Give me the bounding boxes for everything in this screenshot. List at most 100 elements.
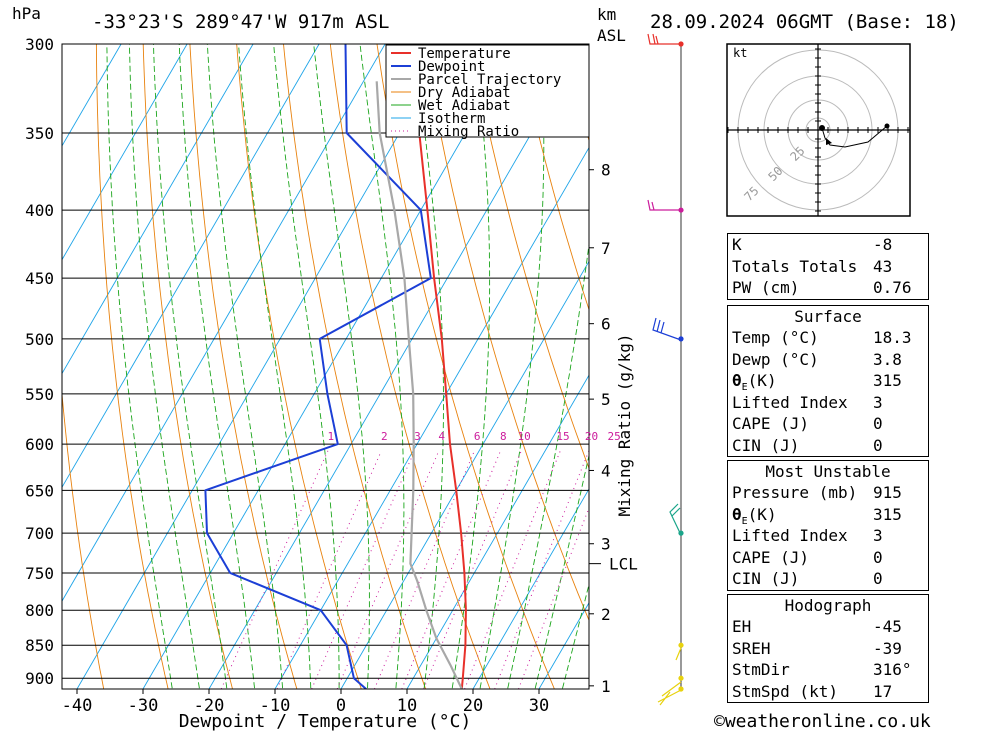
asl-unit: ASL: [597, 26, 626, 45]
plot-frame: [61, 43, 590, 690]
isotherm-line: [406, 374, 589, 689]
mixing-ratio-label: 2: [381, 430, 388, 443]
surface-theta-label: θE(K): [728, 370, 873, 393]
sreh-row: SREH -39: [728, 638, 928, 660]
stmspd-label: StmSpd (kt): [732, 681, 838, 701]
stmspd-value: 17: [873, 681, 893, 701]
wet-adiabat-line: [534, 453, 589, 689]
isotherm-line: [62, 44, 386, 602]
dry-adiabat-line: [423, 44, 589, 622]
km-tick-label: 6: [601, 315, 611, 334]
mu-theta-row: θE(K) 315: [728, 504, 928, 527]
sreh-value: -39: [873, 638, 902, 658]
km-unit: km: [597, 5, 616, 24]
dry-adiabat-line: [236, 44, 362, 689]
eh-value: -45: [873, 617, 902, 636]
isotherm-line: [274, 146, 589, 689]
legend-mixing-ratio: Mixing Ratio: [418, 124, 519, 140]
wind-barb-500: [652, 317, 682, 341]
x-tick-label: 20: [463, 696, 483, 716]
legend-dewpoint: Dewpoint: [418, 59, 485, 75]
surface-dewp-row: Dewp (°C) 3.8: [728, 349, 928, 371]
mu-pressure-value: 915: [873, 483, 902, 502]
mixing-ratio-label: 8: [500, 430, 507, 443]
x-tick-label: -30: [128, 696, 159, 716]
tt-row: Totals Totals 43: [728, 256, 928, 278]
axes: 1 2 3 4 6 8 10 15 20 2530035040045050055060065070…: [25, 35, 638, 716]
wind-barb-lower: [657, 647, 682, 706]
stmspd-row: StmSpd (kt) 17: [728, 681, 928, 703]
pressure-tick-label: 300: [25, 35, 54, 54]
k-label: K: [732, 235, 742, 254]
mixing-ratio-line: [494, 450, 589, 689]
mu-pressure-row: Pressure (mb) 915: [728, 482, 928, 504]
surface-li-value: 3: [873, 392, 883, 412]
mu-cape-row: CAPE (J) 0: [728, 547, 928, 569]
mu-li-row: Lifted Index 3: [728, 525, 928, 547]
mixing-ratio-label: 4: [438, 430, 445, 443]
x-tick-label: -20: [194, 696, 225, 716]
datetime-title: 28.09.2024 06GMT (Base: 18): [650, 11, 959, 33]
x-axis-label: Dewpoint / Temperature (°C): [179, 711, 472, 732]
dry-adiabat-line: [62, 389, 105, 689]
hodograph-kt: kt: [733, 46, 747, 60]
wind-profile: [647, 33, 684, 706]
hodograph-point: [819, 125, 825, 131]
wet-adiabat-line: [178, 44, 256, 689]
surface-temp-row: Temp (°C) 18.3: [728, 327, 928, 349]
series-dewpoint: [204, 44, 432, 689]
wet-adiabat-line: [479, 44, 545, 689]
km-tick-label: 1: [601, 677, 611, 696]
mu-cin-row: CIN (J) 0: [728, 568, 928, 590]
series-parcel-trajectory: [375, 81, 463, 689]
surface-cape-value: 0: [873, 414, 883, 433]
pw-value: 0.76: [873, 278, 912, 297]
wet-adiabat-line: [206, 44, 284, 689]
mu-li-value: 3: [873, 526, 883, 545]
pw-label: PW (cm): [732, 278, 800, 297]
lcl-label: LCL: [609, 555, 638, 574]
hpa-unit: hPa: [12, 4, 41, 23]
eh-label: EH: [732, 617, 752, 636]
surface-cape-row: CAPE (J) 0: [728, 413, 928, 435]
sreh-label: SREH: [732, 638, 771, 658]
x-tick-label: -40: [62, 696, 93, 716]
dry-adiabat-line: [470, 44, 589, 470]
hodograph-trace: [821, 125, 888, 148]
stmdir-value: 316°: [873, 660, 912, 679]
hodograph: kt 25 50 75: [726, 43, 911, 217]
surface-cin-row: CIN (J) 0: [728, 435, 928, 457]
hodo-title: Hodograph: [784, 596, 872, 615]
surface-temp-label: Temp (°C): [732, 328, 819, 347]
pressure-tick-label: 400: [25, 201, 54, 220]
mu-theta-symbol: θ: [732, 504, 742, 524]
dry-adiabat-line: [142, 44, 233, 689]
legend-wet-adiabat: Wet Adiabat: [418, 98, 511, 114]
legend: Temperature Dewpoint Parcel Trajectory D…: [385, 44, 590, 140]
mu-theta-unit: (K): [747, 504, 777, 524]
surface-theta-unit: (K): [747, 371, 777, 390]
mixing-ratio-line: [423, 450, 522, 689]
isotherm-line: [142, 44, 518, 689]
wet-adiabat-line: [106, 44, 173, 689]
mixing-ratio-line: [518, 506, 589, 689]
x-tick-label: -10: [260, 696, 291, 716]
surface-theta-row: θE(K) 315: [728, 370, 928, 393]
wind-dot: [678, 336, 684, 342]
k-value: -8: [873, 235, 893, 254]
x-tick-label: 0: [336, 696, 346, 716]
surface-li-label: Lifted Index: [732, 392, 848, 412]
wet-adiabat-line: [273, 44, 340, 689]
mu-cape-label: CAPE (J): [732, 547, 810, 567]
wet-adiabat-line: [413, 44, 444, 689]
km-tick-label: 7: [601, 239, 611, 258]
mixing-ratio-label: 1: [328, 430, 335, 443]
copyright: ©weatheronline.co.uk: [714, 711, 931, 732]
surface-table: Surface Temp (°C) 18.3 Dewp (°C) 3.8 θE(K)…: [727, 305, 929, 457]
mixing-ratio-label: 6: [474, 430, 481, 443]
mixing-ratio-label: 15: [556, 430, 569, 443]
mixing-ratio-axis-label: Mixing Ratio (g/kg): [615, 333, 634, 516]
legend-isotherm: Isotherm: [418, 111, 485, 127]
surface-cin-value: 0: [873, 435, 883, 455]
